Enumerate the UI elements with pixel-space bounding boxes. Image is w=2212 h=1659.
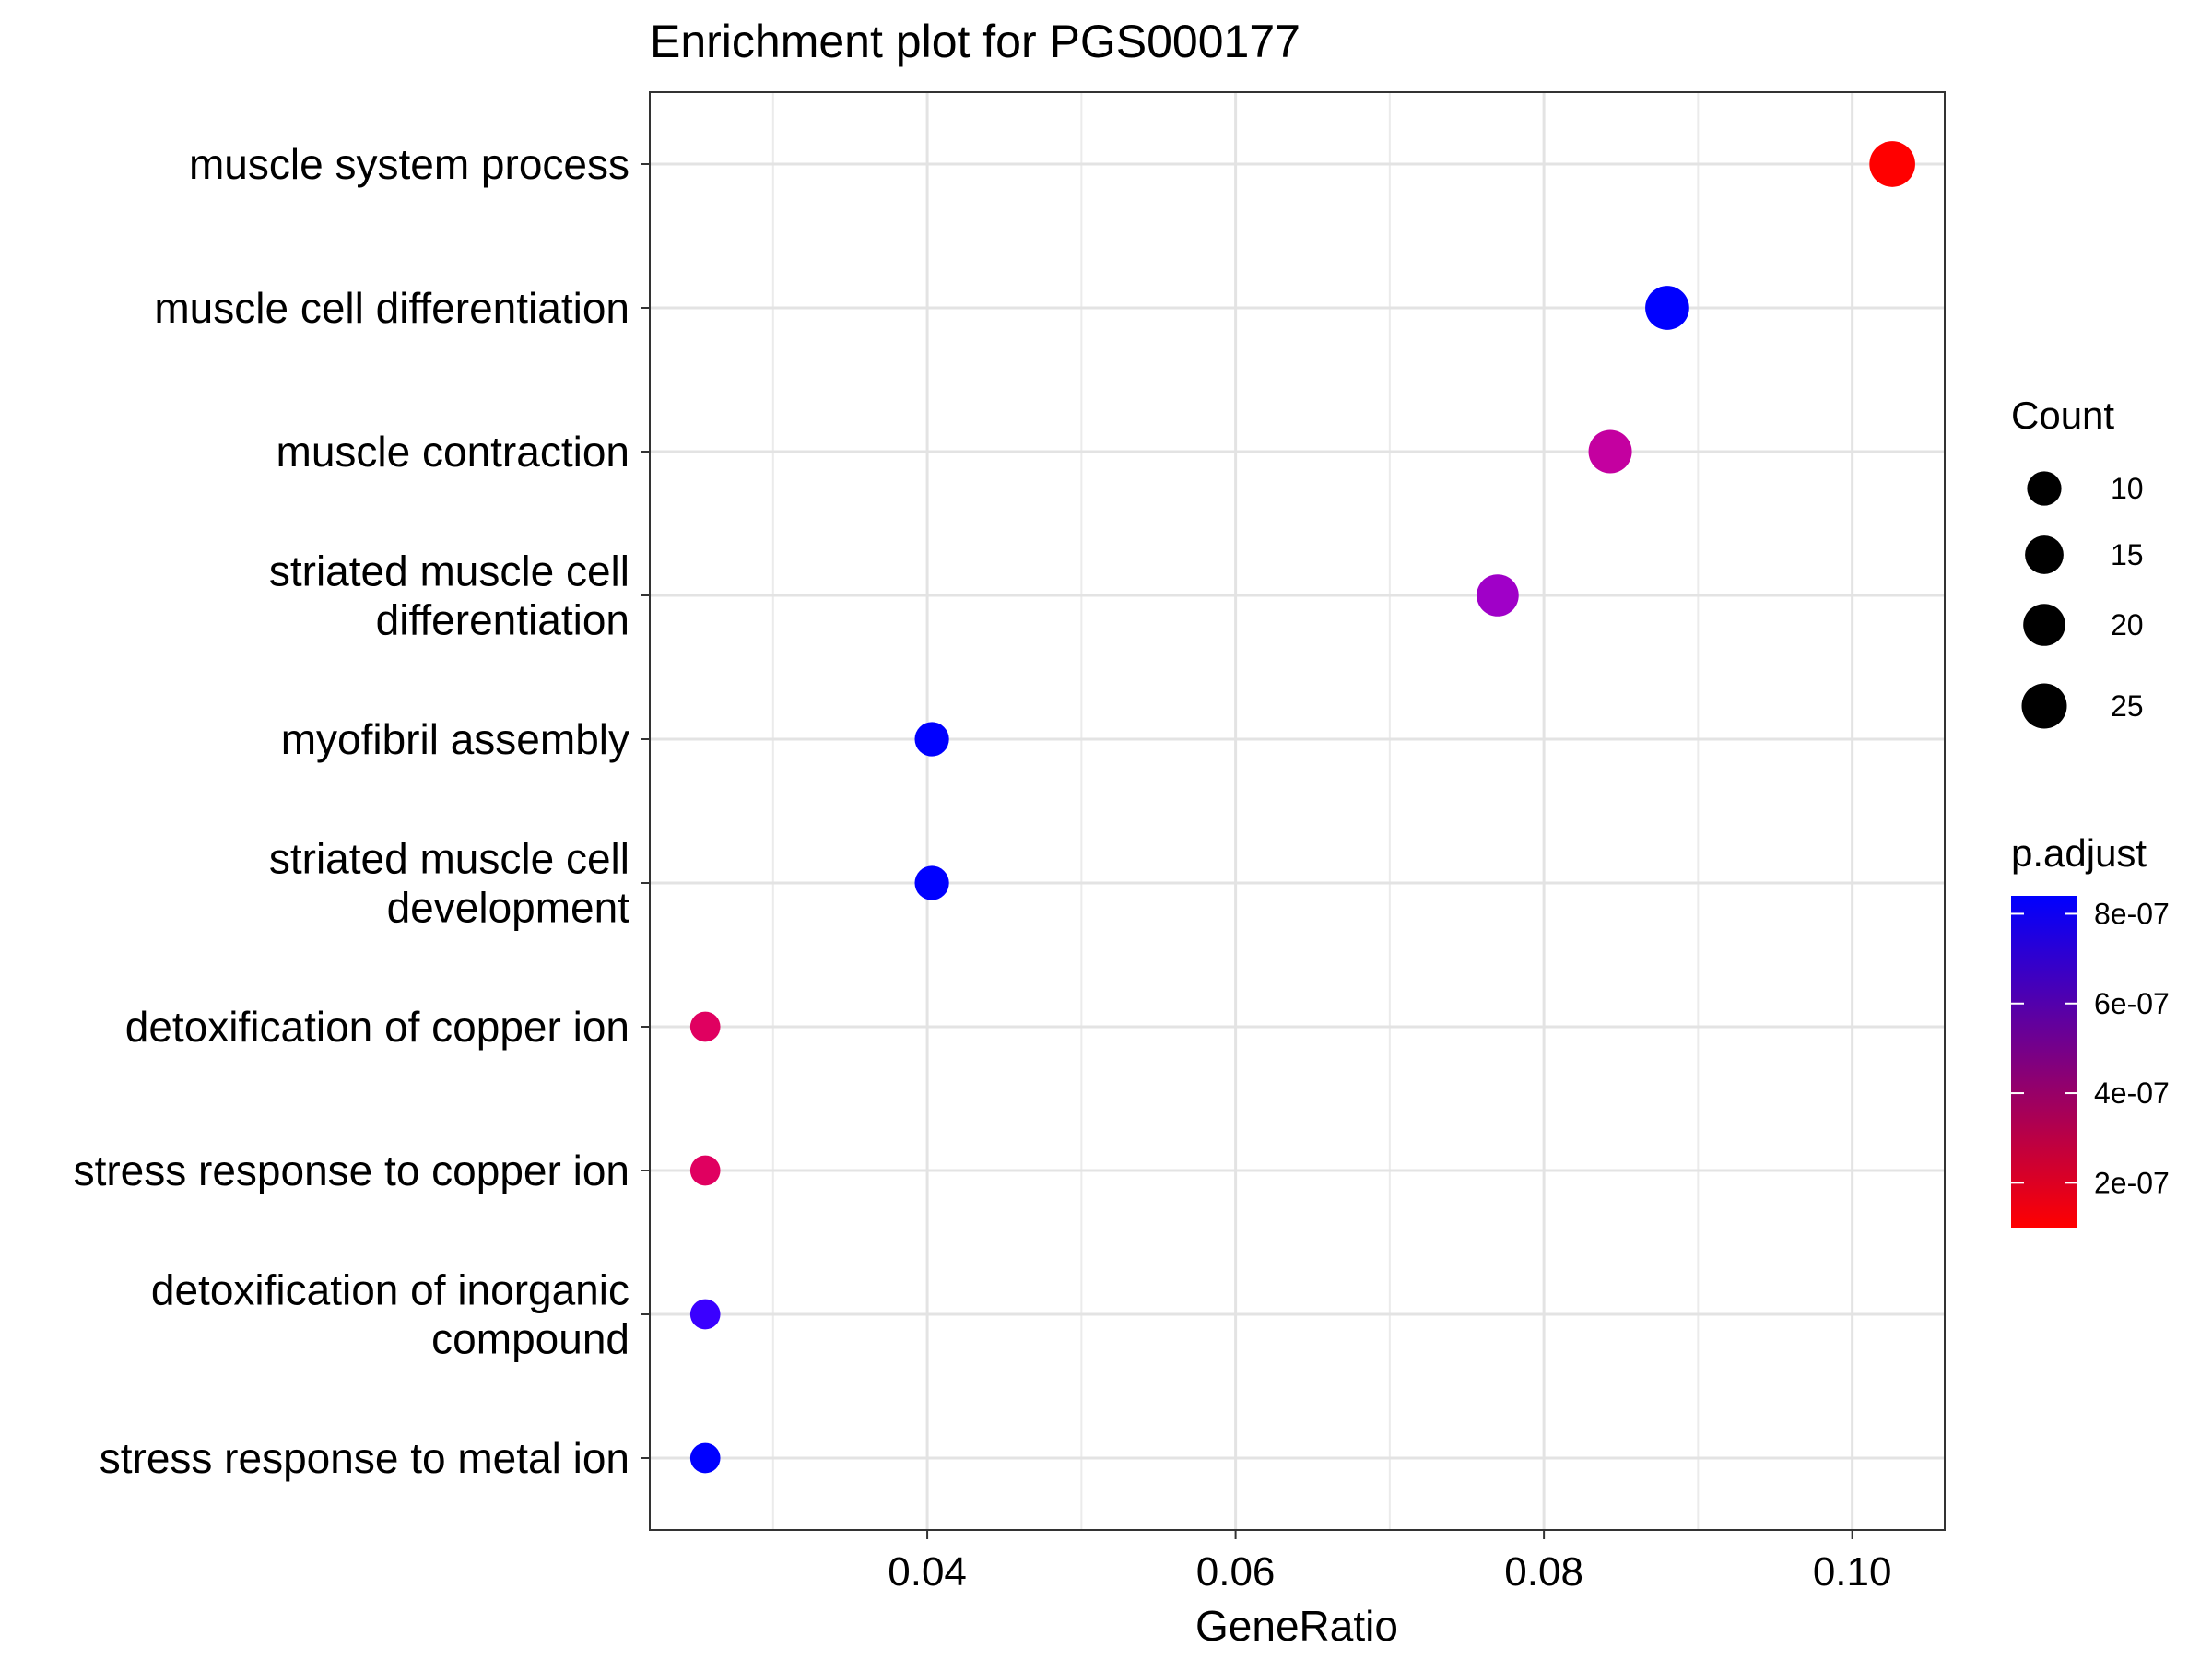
count-legend-label: 20 (2111, 608, 2144, 641)
colorbar-label: 8e-07 (2094, 897, 2170, 930)
panel-border (649, 91, 1946, 1531)
x-tick-label: 0.04 (888, 1549, 967, 1594)
y-tick-label: muscle system process (189, 140, 629, 188)
p-adjust-legend-title: p.adjust (2011, 831, 2147, 875)
data-point (914, 722, 949, 757)
count-legend-label: 10 (2111, 472, 2144, 505)
data-point (689, 1299, 721, 1330)
y-tick-label: stress response to metal ion (100, 1434, 629, 1482)
x-axis: 0.04 0.06 0.08 0.10 (888, 1530, 1891, 1594)
count-legend-key (2021, 683, 2067, 729)
data-point (1645, 286, 1689, 330)
y-tick-label: myofibril assembly (281, 715, 629, 763)
grid-lines (650, 92, 1945, 1530)
x-tick-label: 0.10 (1813, 1549, 1892, 1594)
data-point (1477, 574, 1519, 617)
y-tick-label: detoxification of inorganic (151, 1266, 629, 1314)
colorbar-label: 2e-07 (2094, 1166, 2170, 1199)
y-tick-label: muscle cell differentiation (154, 284, 629, 332)
count-size-legend: Count 10 15 20 25 (2011, 394, 2144, 729)
p-adjust-color-legend: p.adjust 8e-07 6e-07 4e-07 2e-07 (2011, 831, 2170, 1228)
y-axis: muscle system process muscle cell differe… (74, 140, 650, 1482)
data-point (689, 1155, 721, 1186)
data-point (1869, 141, 1915, 187)
data-point (689, 1011, 721, 1042)
colorbar-label: 4e-07 (2094, 1077, 2170, 1110)
y-tick-label: muscle contraction (276, 428, 630, 476)
count-legend-key (2023, 604, 2065, 646)
y-tick-label: compound (431, 1315, 629, 1363)
y-tick-label: striated muscle cell (269, 547, 629, 595)
count-legend-label: 25 (2111, 689, 2144, 723)
data-point (914, 865, 949, 900)
count-legend-key (2027, 471, 2062, 506)
data-point (689, 1442, 721, 1474)
plot-panel (649, 91, 1946, 1531)
count-legend-title: Count (2011, 394, 2114, 437)
p-adjust-colorbar (2011, 896, 2077, 1228)
x-tick-label: 0.06 (1196, 1549, 1276, 1594)
chart-title: Enrichment plot for PGS000177 (650, 16, 1300, 67)
panel-background (650, 92, 1945, 1530)
y-tick-label: detoxification of copper ion (125, 1003, 629, 1051)
colorbar-label: 6e-07 (2094, 987, 2170, 1020)
x-tick-label: 0.08 (1504, 1549, 1583, 1594)
x-axis-label: GeneRatio (1195, 1602, 1398, 1650)
y-tick-label: development (387, 884, 630, 932)
y-tick-label: stress response to copper ion (74, 1147, 629, 1194)
count-legend-label: 15 (2111, 538, 2144, 571)
data-point (1588, 429, 1632, 474)
count-legend-key (2025, 535, 2064, 574)
y-tick-label: striated muscle cell (269, 835, 629, 883)
y-tick-label: differentiation (376, 596, 629, 644)
data-points (689, 141, 1915, 1474)
